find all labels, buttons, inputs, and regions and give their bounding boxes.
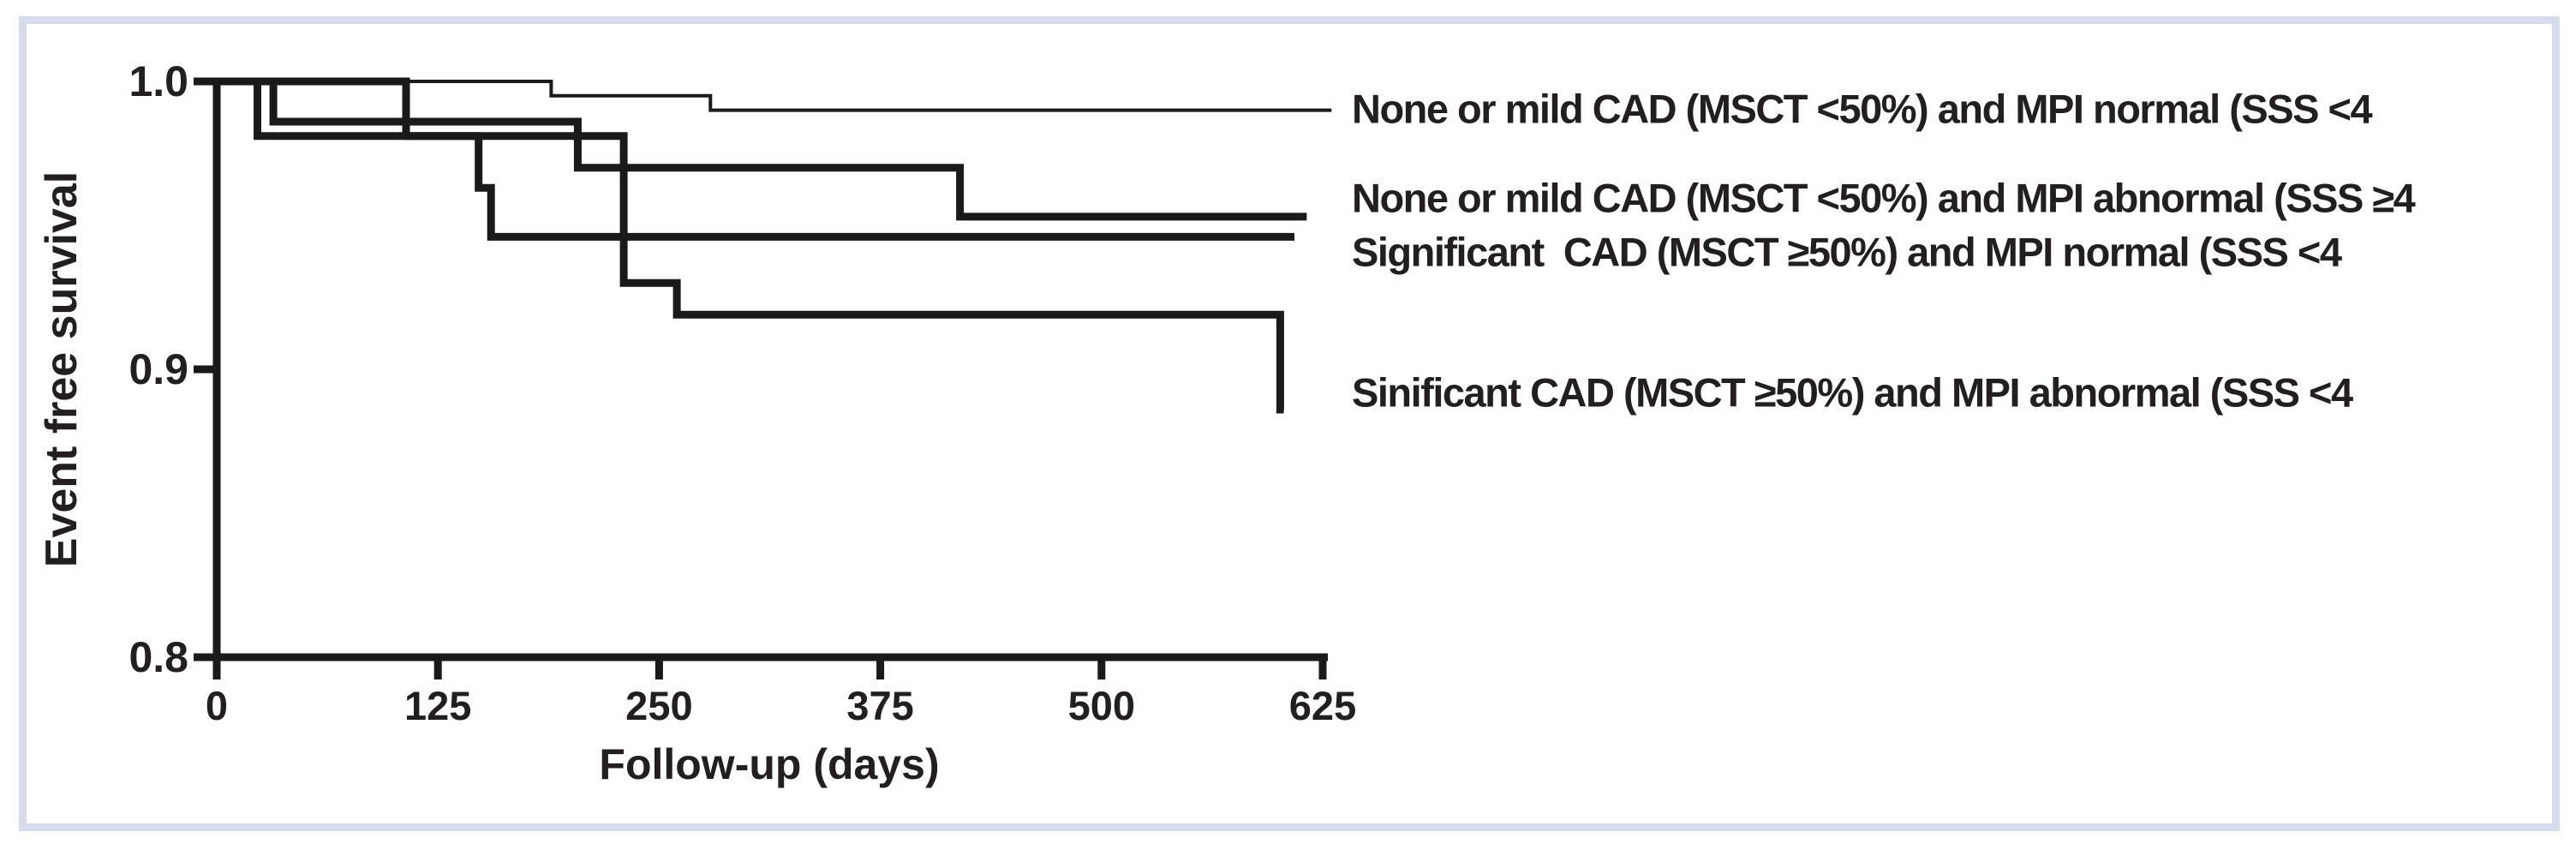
legend-label-1: None or mild CAD (MSCT <50%) and MPI nor… bbox=[1352, 86, 2373, 132]
x-tick-label: 0 bbox=[205, 683, 229, 728]
survival-curve-2 bbox=[217, 77, 1307, 221]
survival-curve-3 bbox=[217, 77, 1294, 241]
survival-curve-1 bbox=[217, 80, 1332, 112]
x-tick-label: 250 bbox=[625, 683, 693, 728]
y-tick-label: 0.9 bbox=[129, 345, 188, 393]
legend-label-3: Significant CAD (MSCT ≥50%) and MPI norm… bbox=[1352, 229, 2342, 275]
y-tick-label: 0.8 bbox=[129, 633, 188, 681]
figure-frame-border bbox=[19, 16, 2560, 831]
x-tick-label: 125 bbox=[403, 683, 472, 728]
x-axis-title: Follow-up (days) bbox=[599, 740, 940, 788]
x-tick-label: 625 bbox=[1288, 683, 1357, 728]
y-tick-label: 1.0 bbox=[129, 57, 188, 105]
legend-label-2: None or mild CAD (MSCT <50%) and MPI abn… bbox=[1352, 175, 2416, 221]
y-axis-title: Event free survival bbox=[37, 171, 87, 568]
x-tick-label: 375 bbox=[846, 683, 914, 728]
survival-curve-4 bbox=[217, 77, 1284, 414]
legend-label-4: Sinificant CAD (MSCT ≥50%) and MPI abnor… bbox=[1352, 369, 2353, 416]
x-tick-label: 500 bbox=[1067, 683, 1136, 728]
